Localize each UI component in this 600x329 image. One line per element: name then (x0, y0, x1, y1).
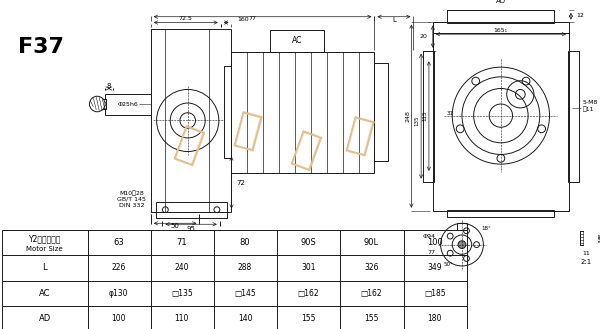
Bar (580, 231, 593, 245)
Text: 95: 95 (186, 226, 195, 232)
Text: 77: 77 (428, 250, 436, 255)
Text: AD: AD (496, 0, 506, 4)
Text: 160: 160 (238, 17, 249, 22)
Text: AC: AC (292, 37, 302, 45)
Text: 115: 115 (422, 111, 428, 121)
Text: 288: 288 (238, 264, 252, 272)
Text: □135: □135 (171, 289, 193, 298)
Text: 155: 155 (364, 314, 379, 323)
Text: 240: 240 (175, 264, 189, 272)
Circle shape (458, 241, 466, 248)
Text: Φ94: Φ94 (423, 234, 436, 240)
Bar (224, 66, 232, 158)
Bar (271, 30, 324, 52)
Text: □162: □162 (298, 289, 319, 298)
Text: 傳: 傳 (343, 113, 377, 160)
Text: 50°: 50° (443, 262, 453, 266)
Text: L: L (43, 264, 47, 272)
Text: 百: 百 (171, 122, 209, 170)
Bar (374, 63, 388, 161)
Text: 165₁: 165₁ (494, 28, 508, 33)
Text: 特: 特 (287, 127, 325, 175)
Text: 72: 72 (236, 180, 245, 186)
Text: 71: 71 (176, 238, 187, 247)
Text: 90S: 90S (301, 238, 316, 247)
Text: Y2电机机座号: Y2电机机座号 (28, 234, 61, 243)
Text: Motor Size: Motor Size (26, 245, 63, 251)
Text: 31: 31 (447, 111, 454, 116)
Bar (423, 51, 434, 182)
Text: 12: 12 (577, 13, 584, 18)
Text: Φ25h6: Φ25h6 (118, 102, 138, 107)
Text: 80: 80 (240, 238, 250, 247)
Bar (433, 22, 569, 211)
Bar (155, 202, 227, 218)
Text: 326: 326 (364, 264, 379, 272)
Bar (448, 210, 554, 217)
Text: 72.5: 72.5 (179, 16, 193, 21)
Text: 110: 110 (175, 314, 189, 323)
Text: 226: 226 (112, 264, 126, 272)
Text: 50: 50 (170, 223, 179, 229)
Text: 18°: 18° (481, 226, 491, 231)
Text: M10深28
GB/T 145
DIN 332: M10深28 GB/T 145 DIN 332 (117, 190, 146, 208)
Text: 2:1: 2:1 (581, 259, 592, 265)
Bar (97, 99, 106, 109)
Text: 248: 248 (405, 110, 410, 122)
Text: AD: AD (38, 314, 51, 323)
Bar (151, 29, 232, 212)
Bar (568, 51, 578, 182)
Text: 5-M8
深11: 5-M8 深11 (583, 100, 598, 112)
Text: L: L (392, 17, 396, 23)
Bar (2, 230, 467, 329)
Text: □145: □145 (234, 289, 256, 298)
Text: 180: 180 (428, 314, 442, 323)
Circle shape (89, 96, 105, 112)
Text: 77: 77 (249, 16, 257, 21)
Text: □162: □162 (361, 289, 382, 298)
Text: □185: □185 (424, 289, 446, 298)
Text: φ130: φ130 (109, 289, 128, 298)
Bar (448, 10, 554, 23)
Text: M8: M8 (599, 233, 600, 242)
Text: 100: 100 (112, 314, 126, 323)
Text: 135: 135 (415, 115, 420, 126)
Text: 155: 155 (301, 314, 316, 323)
Text: AC: AC (39, 289, 50, 298)
Text: 349: 349 (427, 264, 442, 272)
Text: 11: 11 (583, 251, 590, 256)
Text: 8: 8 (107, 83, 111, 89)
Text: 301: 301 (301, 264, 316, 272)
Text: 140: 140 (238, 314, 253, 323)
Text: 20: 20 (419, 34, 427, 38)
Text: 瑪: 瑪 (230, 108, 266, 155)
Text: F37: F37 (18, 37, 64, 57)
Text: 90L: 90L (364, 238, 379, 247)
Bar (232, 52, 374, 173)
Text: 63: 63 (113, 238, 124, 247)
Text: 100: 100 (427, 238, 443, 247)
